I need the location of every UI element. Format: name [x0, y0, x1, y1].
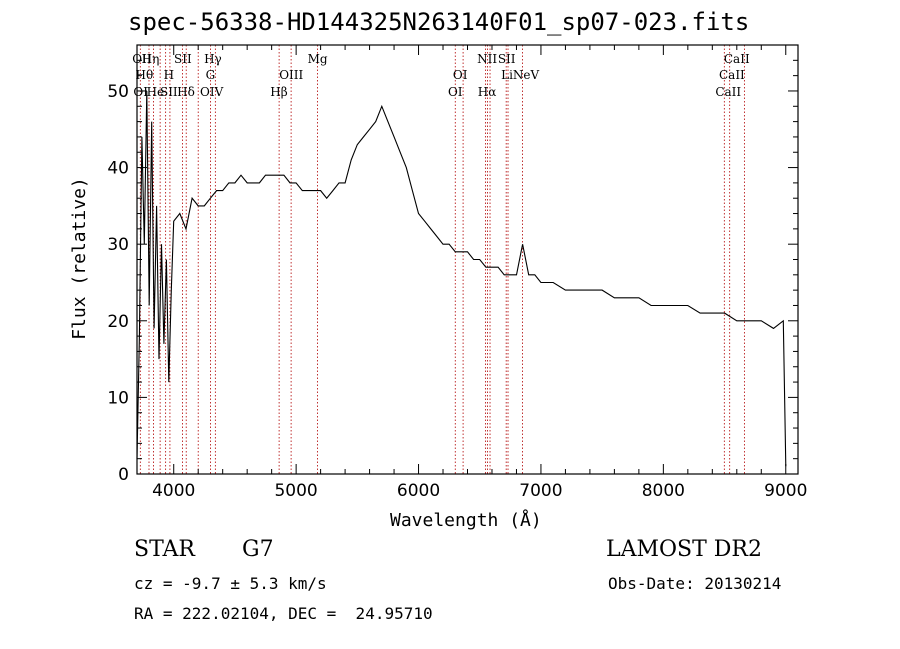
- y-tick-label-4: 40: [107, 159, 129, 179]
- y-tick-label-1: 10: [107, 388, 129, 408]
- line-label-row3-6: OI: [448, 85, 463, 99]
- line-label-row2-6: CaII: [719, 68, 745, 82]
- x-tick-label-4: 8000: [642, 481, 685, 501]
- y-tick-label-3: 30: [107, 235, 129, 255]
- y-tick-label-2: 20: [107, 312, 129, 332]
- x-tick-label-1: 5000: [274, 481, 317, 501]
- x-tick-label-3: 7000: [519, 481, 562, 501]
- line-label-row3-1: He: [147, 85, 165, 99]
- line-label-top_row-1: Hη: [142, 52, 160, 66]
- chart-title: spec-56338-HD144325N263140F01_sp07-023.f…: [128, 8, 750, 36]
- line-label-top_row-0: OII: [132, 52, 152, 66]
- x-tick-label-5: 9000: [764, 481, 807, 501]
- spectral-class: STAR: [134, 537, 195, 562]
- line-label-row3-7: Hα: [478, 85, 497, 99]
- y-tick-label-5: 50: [107, 82, 129, 102]
- spectrum-line: [136, 90, 787, 467]
- observation-date: Obs-Date: 20130214: [608, 574, 782, 593]
- line-label-row3-8: CaII: [715, 85, 741, 99]
- spectral-subclass: G7: [242, 537, 274, 562]
- x-tick-label-0: 4000: [152, 481, 195, 501]
- survey-name: LAMOST DR2: [606, 537, 762, 562]
- line-label-row2-5: LiNeV: [501, 68, 539, 82]
- line-label-row2-4: OI: [453, 68, 468, 82]
- y-axis-label: Flux (relative): [68, 177, 90, 340]
- line-label-row2-3: OIII: [279, 68, 303, 82]
- line-label-top_row-3: Hγ: [204, 52, 222, 66]
- line-label-top_row-6: SII: [498, 52, 516, 66]
- line-label-row3-2: SII: [160, 85, 178, 99]
- line-label-row3-0: OI: [133, 85, 148, 99]
- line-label-row2-2: G: [206, 68, 216, 82]
- line-label-top_row-4: Mg: [308, 52, 328, 66]
- ra-dec-coordinates: RA = 222.02104, DEC = 24.95710: [134, 604, 433, 623]
- x-axis-label: Wavelength (Å): [390, 510, 542, 531]
- plot-frame: [136, 44, 799, 475]
- line-label-top_row-7: CaII: [724, 52, 750, 66]
- redshift-cz: cz = -9.7 ± 5.3 km/s: [134, 574, 327, 593]
- line-label-row3-4: OIV: [200, 85, 224, 99]
- line-label-row3-5: Hβ: [270, 85, 287, 99]
- line-label-row2-0: Hθ: [135, 68, 153, 82]
- line-label-top_row-2: SII: [174, 52, 192, 66]
- line-label-top_row-5: NII: [477, 52, 497, 66]
- x-tick-label-2: 6000: [397, 481, 440, 501]
- y-tick-label-0: 0: [118, 465, 129, 485]
- line-label-row2-1: H: [164, 68, 174, 82]
- line-label-row3-3: Hδ: [177, 85, 195, 99]
